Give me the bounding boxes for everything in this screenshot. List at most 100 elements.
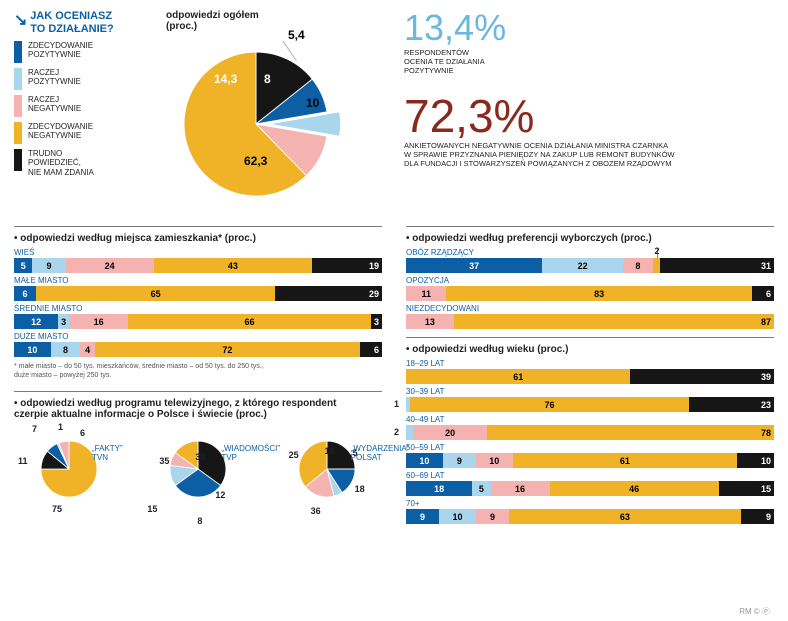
legend-item: RACZEJ POZYTYWNIE	[14, 68, 144, 90]
bar-segment: 87	[454, 314, 774, 329]
bar-segment: 4	[80, 342, 95, 357]
bar-label: 30–39 LAT	[406, 387, 774, 396]
bar-segment: 16	[491, 481, 550, 496]
bar-segment: 8	[623, 258, 652, 273]
bar-segment: 65	[36, 286, 275, 301]
bar-segment: 10	[439, 509, 476, 524]
bar-segment: 5	[472, 481, 490, 496]
bar-segment: 63	[509, 509, 741, 524]
bar-segment: 19	[312, 258, 382, 273]
bar-label: 40–49 LAT	[406, 415, 774, 424]
legend-label: TRUDNO POWIEDZIEĆ, NIE MAM ZDANIA	[28, 149, 94, 177]
bar-label: OBÓZ RZĄDZĄCY	[406, 248, 774, 257]
bar-segment: 39	[630, 369, 774, 384]
stacked-bar: 1084726	[14, 342, 382, 357]
tv-pie-label: 5	[353, 448, 358, 458]
tv-pie-label: 6	[80, 428, 85, 438]
bar-segment: 72	[95, 342, 360, 357]
bar-segment: 61	[513, 453, 737, 468]
pie-slice-label: 8	[264, 72, 271, 86]
pie-slice-label: 14,3	[214, 72, 237, 86]
stat2-number: 72,3%	[404, 93, 774, 139]
legend-swatch	[14, 68, 22, 90]
main-title: JAK OCENIASZ TO DZIAŁANIE?	[30, 10, 114, 35]
stacked-bar: 1387	[406, 314, 774, 329]
right-sec1-title: • odpowiedzi według preferencji wyborczy…	[406, 233, 774, 244]
bar-segment: 9	[476, 509, 509, 524]
bar-segment: 3	[58, 314, 69, 329]
tv-pie-label: 18	[355, 484, 365, 494]
bar-segment: 61	[406, 369, 630, 384]
stacked-bar: 109106110	[406, 453, 774, 468]
legend-label: ZDECYDOWANIE NEGATYWNIE	[28, 122, 93, 140]
legend-item: RACZEJ NEGATYWNIE	[14, 95, 144, 117]
pie-slice-label: 10	[306, 96, 319, 110]
tv-pie-label: 75	[52, 504, 62, 514]
bar-segment: 78	[487, 425, 774, 440]
tv-pie-name: „WIADOMOŚCI” TVP	[221, 444, 280, 462]
bar-segment: 23	[689, 397, 774, 412]
main-pie-title: odpowiedzi ogółem (proc.)	[166, 10, 394, 32]
right-sec2-bars: 18–29 LAT613930–39 LAT7623140–49 LAT2078…	[406, 359, 774, 524]
legend: ZDECYDOWANIE POZYTYWNIE RACZEJ POZYTYWNIE…	[14, 41, 144, 177]
bar-segment: 6	[752, 286, 774, 301]
bar-segment: 8	[51, 342, 80, 357]
bar-segment: 15	[719, 481, 774, 496]
right-column: • odpowiedzi według preferencji wyborczy…	[406, 222, 774, 536]
legend-item: ZDECYDOWANIE NEGATYWNIE	[14, 122, 144, 144]
tv-pie-label: 1	[58, 422, 63, 432]
bar-label: 60–69 LAT	[406, 471, 774, 480]
tv-pie-label: 8	[197, 516, 202, 526]
left-sec1-bars: WIEŚ59244319MAŁE MIASTO66529ŚREDNIE MIAS…	[14, 248, 382, 357]
bar-label: DUŻE MIASTO	[14, 332, 382, 341]
tv-pie-label: 7	[32, 424, 37, 434]
legend-item: TRUDNO POWIEDZIEĆ, NIE MAM ZDANIA	[14, 149, 144, 177]
columns: • odpowiedzi według miejsca zamieszkania…	[0, 214, 788, 536]
bar-label: NIEZDECYDOWANI	[406, 304, 774, 313]
main-pie: 14,385,41062,3	[166, 34, 346, 214]
right-sec1-bars: OBÓZ RZĄDZĄCY37228312OPOZYCJA11836NIEZDE…	[406, 248, 774, 329]
title-block: ↘ JAK OCENIASZ TO DZIAŁANIE? ZDECYDOWANI…	[14, 10, 144, 214]
left-column: • odpowiedzi według miejsca zamieszkania…	[14, 222, 382, 536]
stacked-bar: 11836	[406, 286, 774, 301]
bar-segment: 10	[406, 453, 443, 468]
bar-segment: 66	[128, 314, 371, 329]
bar-segment: 20	[413, 425, 487, 440]
left-sec1-footnote: * małe miasto – do 50 tys. mieszkańców, …	[14, 363, 382, 381]
divider	[406, 226, 774, 227]
bar-segment: 13	[406, 314, 454, 329]
bar-segment: 10	[14, 342, 51, 357]
stacked-bar: 76231	[406, 397, 774, 412]
bar-label: OPOZYCJA	[406, 276, 774, 285]
bar-segment: 3	[371, 314, 382, 329]
legend-label: RACZEJ POZYTYWNIE	[28, 68, 81, 86]
tv-pie-label: 35	[159, 456, 169, 466]
tv-pie-item: „FAKTY” TVN7511716	[14, 426, 123, 536]
bar-segment: 43	[154, 258, 312, 273]
tv-pie-name: „WYDARZENIA” POLSAT	[351, 444, 410, 462]
stacked-bar: 12316663	[14, 314, 382, 329]
bar-segment: 6	[14, 286, 36, 301]
main-pie-block: odpowiedzi ogółem (proc.) 14,385,41062,3	[144, 10, 394, 214]
bar-label: WIEŚ	[14, 248, 382, 257]
bar-label: 70+	[406, 499, 774, 508]
bar-segment: 18	[406, 481, 472, 496]
bar-segment: 46	[550, 481, 719, 496]
stacked-bar: 9109639	[406, 509, 774, 524]
legend-swatch	[14, 95, 22, 117]
bar-segment: 24	[66, 258, 154, 273]
bar-label: MAŁE MIASTO	[14, 276, 382, 285]
bar-callout: 2	[394, 427, 399, 437]
tv-pie-label: 36	[311, 506, 321, 516]
bar-segment: 12	[14, 314, 58, 329]
tv-pie-item: „WYDARZENIA” POLSAT251651836	[273, 426, 382, 536]
legend-item: ZDECYDOWANIE POZYTYWNIE	[14, 41, 144, 63]
bar-segment: 5	[14, 258, 32, 273]
bar-callout: 2	[655, 246, 660, 256]
bar-segment: 9	[443, 453, 476, 468]
bar-segment: 9	[32, 258, 65, 273]
tv-pie-label: 12	[215, 490, 225, 500]
bar-segment: 9	[406, 509, 439, 524]
bar-segment: 83	[446, 286, 751, 301]
tv-pie-label: 25	[289, 450, 299, 460]
